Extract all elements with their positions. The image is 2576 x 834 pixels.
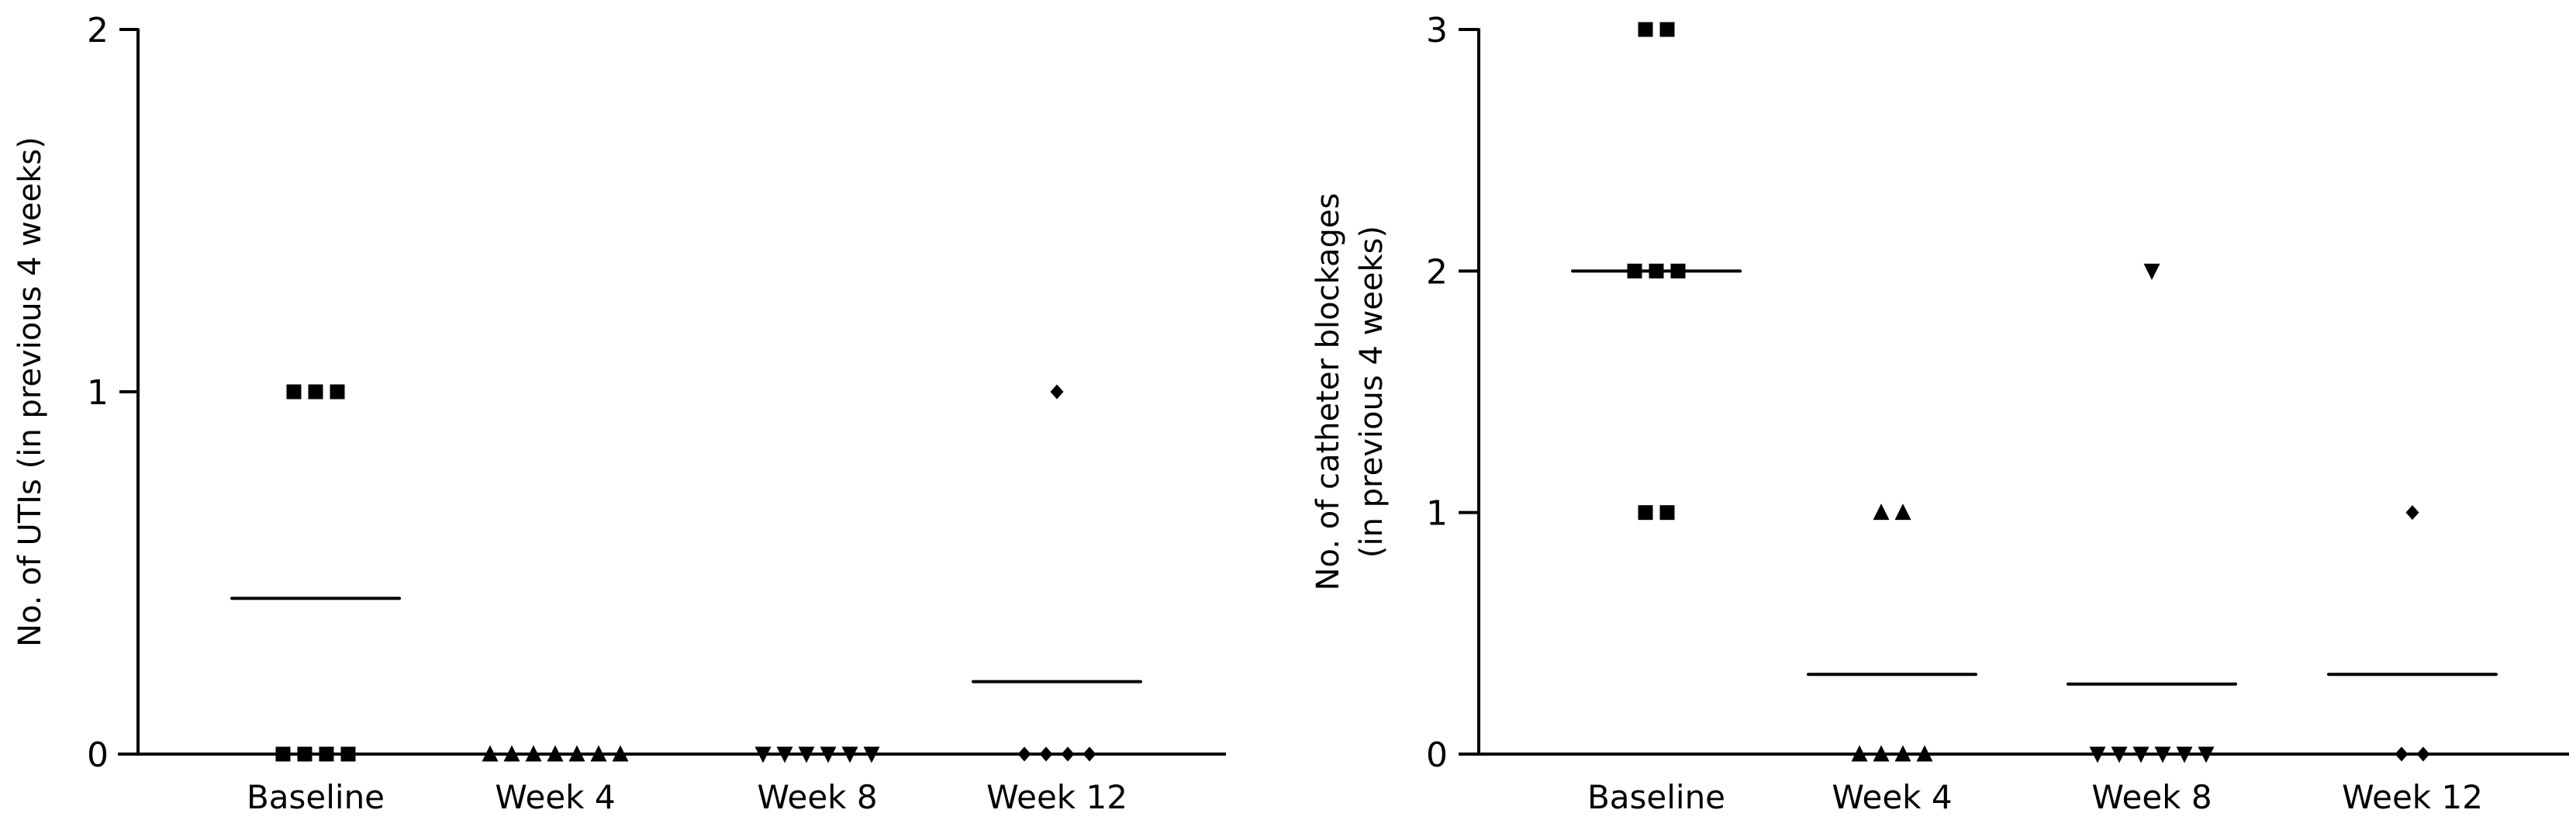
x-category-label: Week 4 (495, 778, 615, 816)
y-axis-title-line-1: No. of catheter blockages (1310, 193, 1346, 591)
data-marks (1571, 22, 2498, 763)
x-category-label: Week 4 (1832, 778, 1952, 816)
x-category-label: Baseline (1587, 778, 1725, 816)
y-tick-label: 2 (87, 11, 109, 50)
square-marker (1638, 22, 1653, 37)
catheter-blockage-chart: No. of catheter blockages (in previous 4… (1310, 11, 2569, 816)
x-category-label: Week 12 (986, 778, 1127, 816)
square-marker (1659, 505, 1675, 521)
triangle-down-marker (2143, 263, 2160, 280)
y-tick-label: 1 (87, 373, 109, 413)
x-category-label: Week 12 (2342, 778, 2483, 816)
y-tick-label: 3 (1426, 11, 1448, 50)
x-categories: Baseline Week 4 Week 8 Week 12 (1587, 778, 2483, 816)
y-tick-label: 2 (1426, 252, 1448, 292)
y-axis-title-line-2: (in previous 4 weeks) (1354, 226, 1390, 558)
axes (1477, 28, 2569, 756)
x-categories: Baseline Week 4 Week 8 Week 12 (247, 778, 1127, 816)
y-tick-label: 1 (1426, 494, 1448, 534)
square-marker (308, 384, 323, 400)
square-marker (1638, 505, 1653, 521)
square-marker (330, 384, 345, 400)
x-category-label: Week 8 (757, 778, 877, 816)
data-marks (230, 384, 1142, 763)
axes (118, 28, 1226, 756)
square-marker (286, 384, 302, 400)
triangle-up-marker (1873, 504, 1890, 521)
y-ticks: 0 1 2 3 (1426, 11, 1479, 775)
y-ticks: 0 1 2 (87, 11, 138, 775)
square-marker (1659, 22, 1675, 37)
triangle-up-marker (1894, 504, 1911, 521)
x-category-label: Week 8 (2091, 778, 2212, 816)
y-axis-title: No. of UTIs (in previous 4 weeks) (12, 137, 48, 647)
diamond-marker (2405, 505, 2419, 521)
uti-chart: No. of UTIs (in previous 4 weeks) 0 1 2 Ba… (12, 11, 1226, 816)
y-tick-label: 0 (1426, 735, 1448, 775)
y-tick-label: 0 (87, 735, 109, 775)
x-category-label: Baseline (247, 778, 385, 816)
diamond-marker (1050, 384, 1064, 400)
